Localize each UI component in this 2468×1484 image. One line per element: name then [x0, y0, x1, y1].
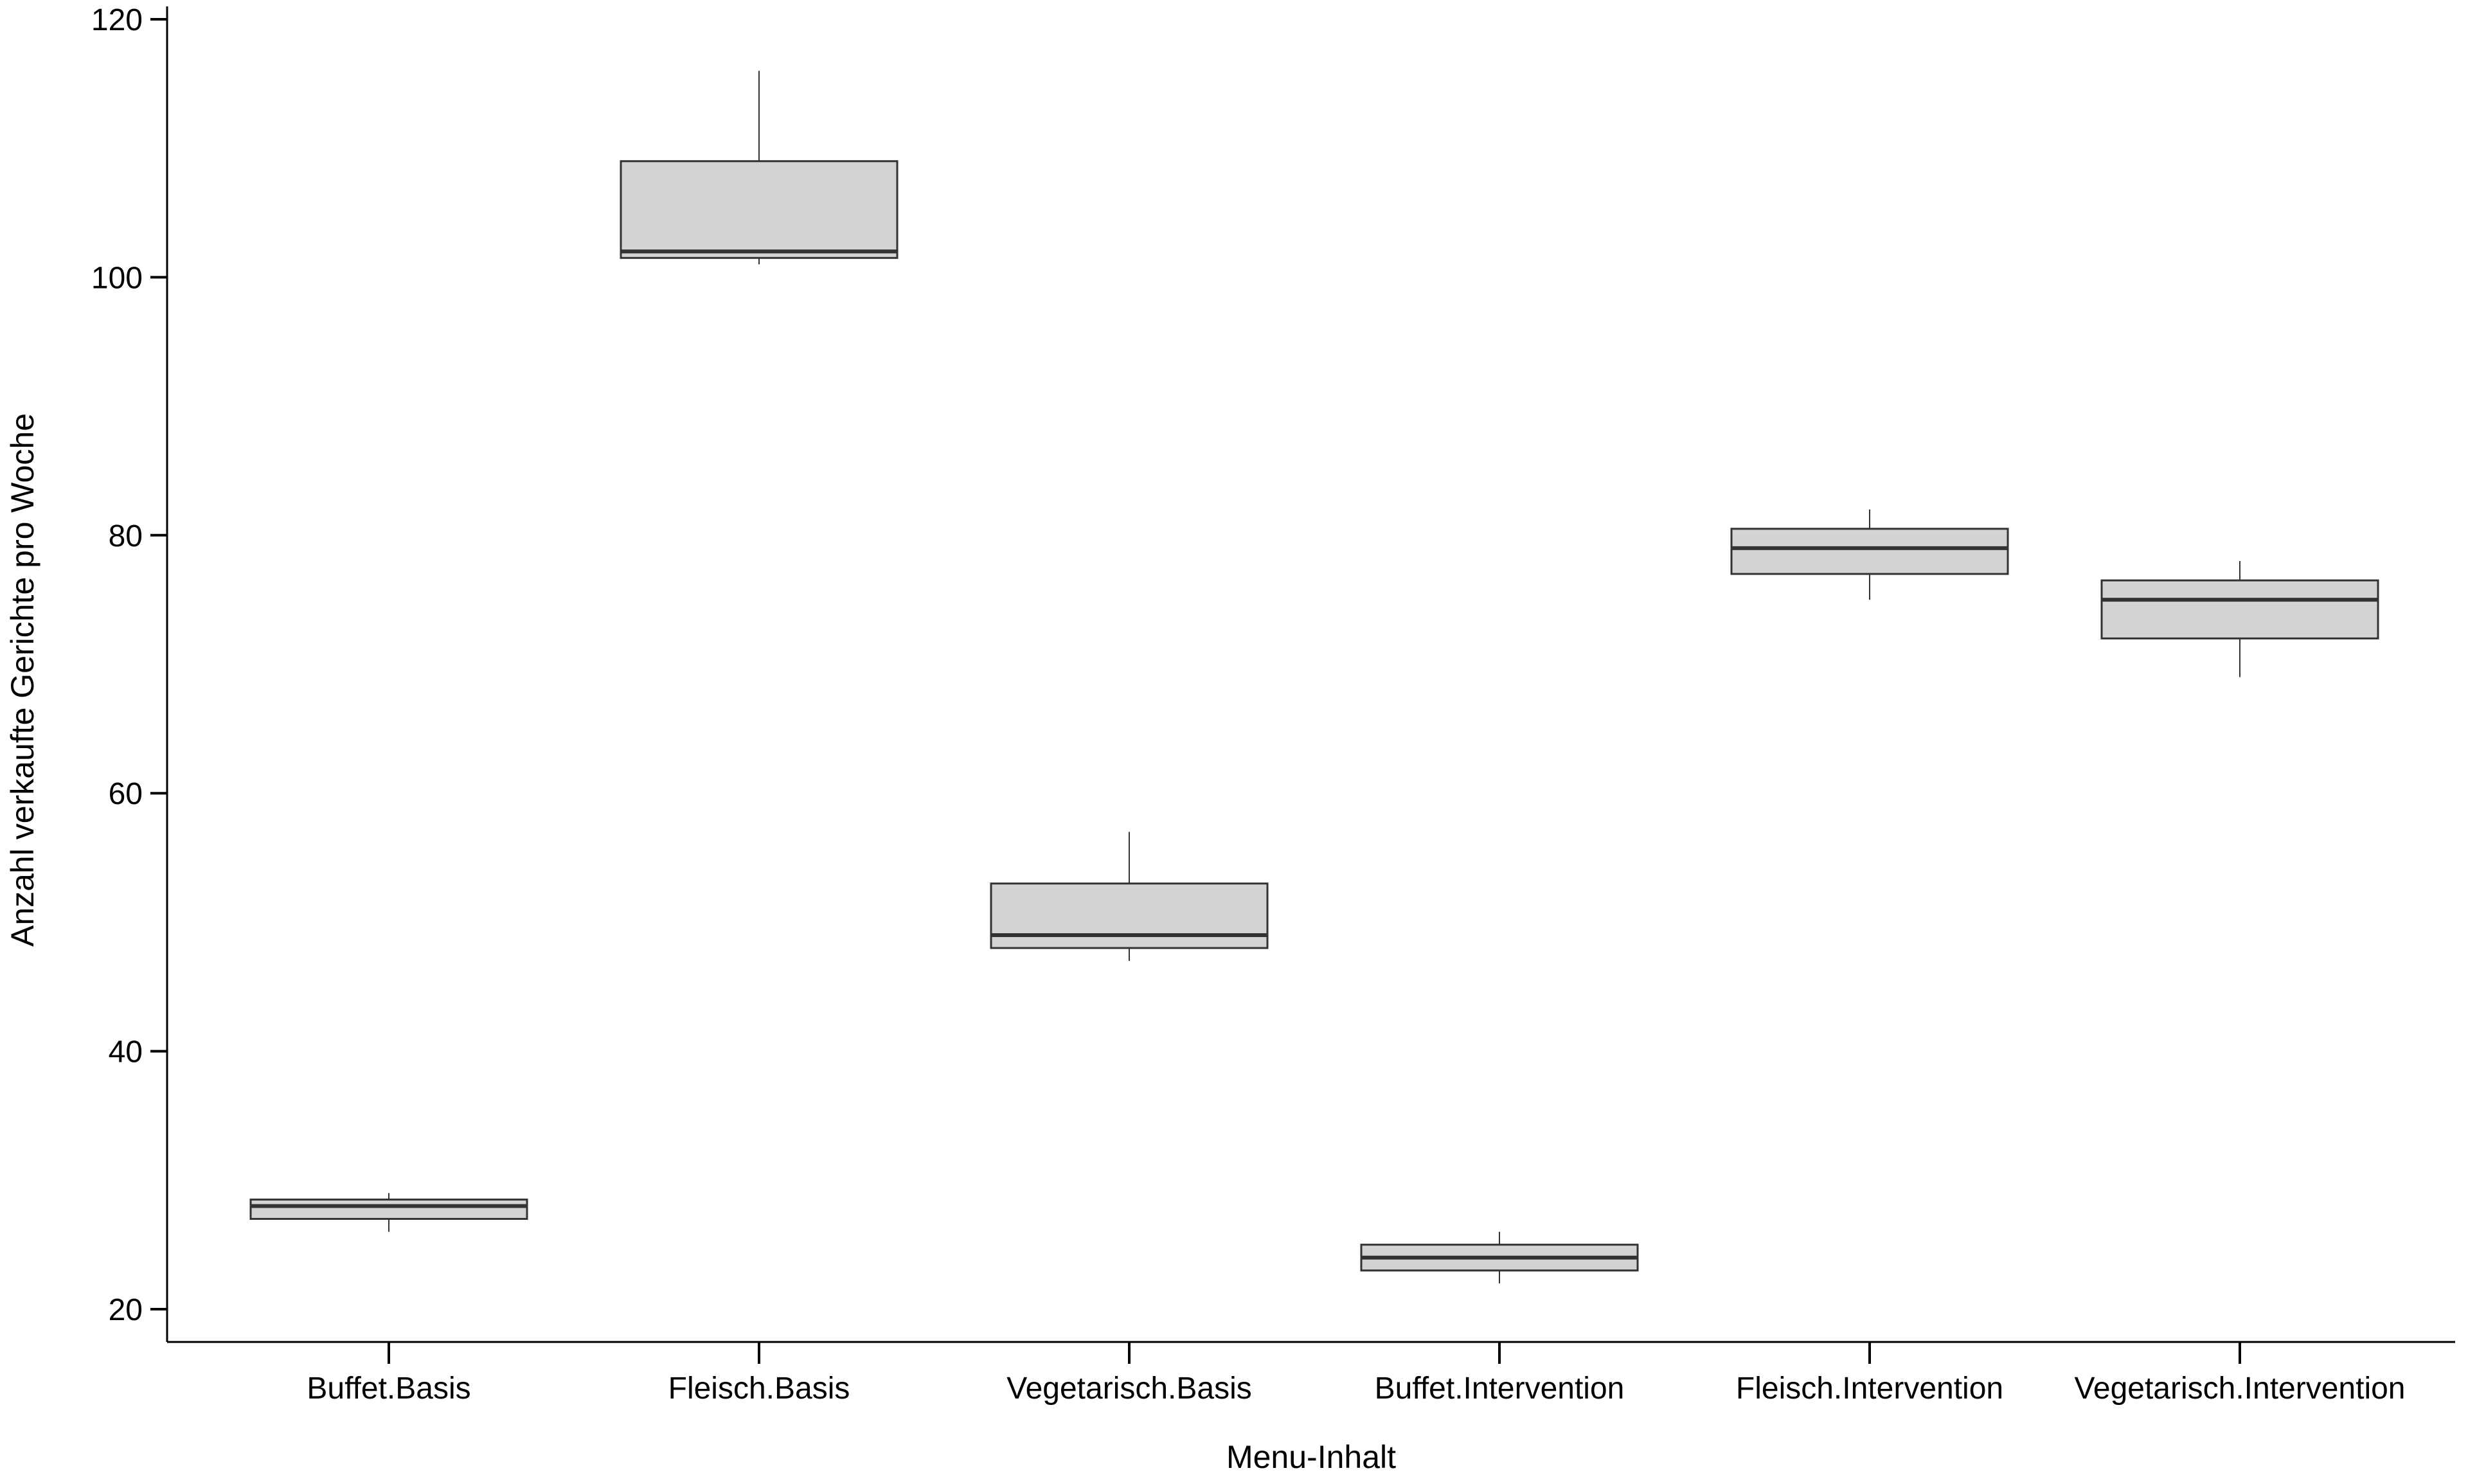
- x-tick-label: Buffet.Basis: [307, 1372, 470, 1406]
- box: [620, 160, 899, 259]
- x-tick-label: Fleisch.Basis: [668, 1372, 850, 1406]
- box: [2100, 579, 2379, 639]
- y-tick-label: 80: [109, 519, 143, 553]
- x-tick-label: Buffet.Intervention: [1375, 1372, 1625, 1406]
- box-group: [990, 832, 1269, 961]
- x-axis: Buffet.Basis Fleisch.Basis Vegetarisch.Bas…: [167, 1341, 2455, 1406]
- x-tick-label: Vegetarisch.Basis: [1006, 1372, 1252, 1406]
- y-tick-label: 40: [109, 1035, 143, 1069]
- y-tick-label: 120: [91, 3, 143, 37]
- box-group: [249, 1193, 528, 1232]
- box-group: [1360, 1231, 1639, 1283]
- y-axis-title: Anzahl verkaufte Gerichte pro Woche: [4, 413, 40, 947]
- box-series: [249, 71, 2379, 1283]
- y-tick-label: 20: [109, 1293, 143, 1327]
- x-axis-title: Menu-Inhalt: [1226, 1439, 1396, 1475]
- box: [249, 1198, 528, 1220]
- box-group: [1730, 509, 2009, 600]
- box-group: [2100, 560, 2379, 677]
- box: [990, 882, 1269, 949]
- box: [1730, 528, 2009, 575]
- y-tick-label: 100: [91, 261, 143, 295]
- y-axis: 20 40 60 80 100 120: [91, 3, 168, 1342]
- y-tick-label: 60: [109, 777, 143, 811]
- x-tick-label: Fleisch.Intervention: [1736, 1372, 2003, 1406]
- x-tick-label: Vegetarisch.Intervention: [2075, 1372, 2406, 1406]
- box-group: [620, 71, 899, 265]
